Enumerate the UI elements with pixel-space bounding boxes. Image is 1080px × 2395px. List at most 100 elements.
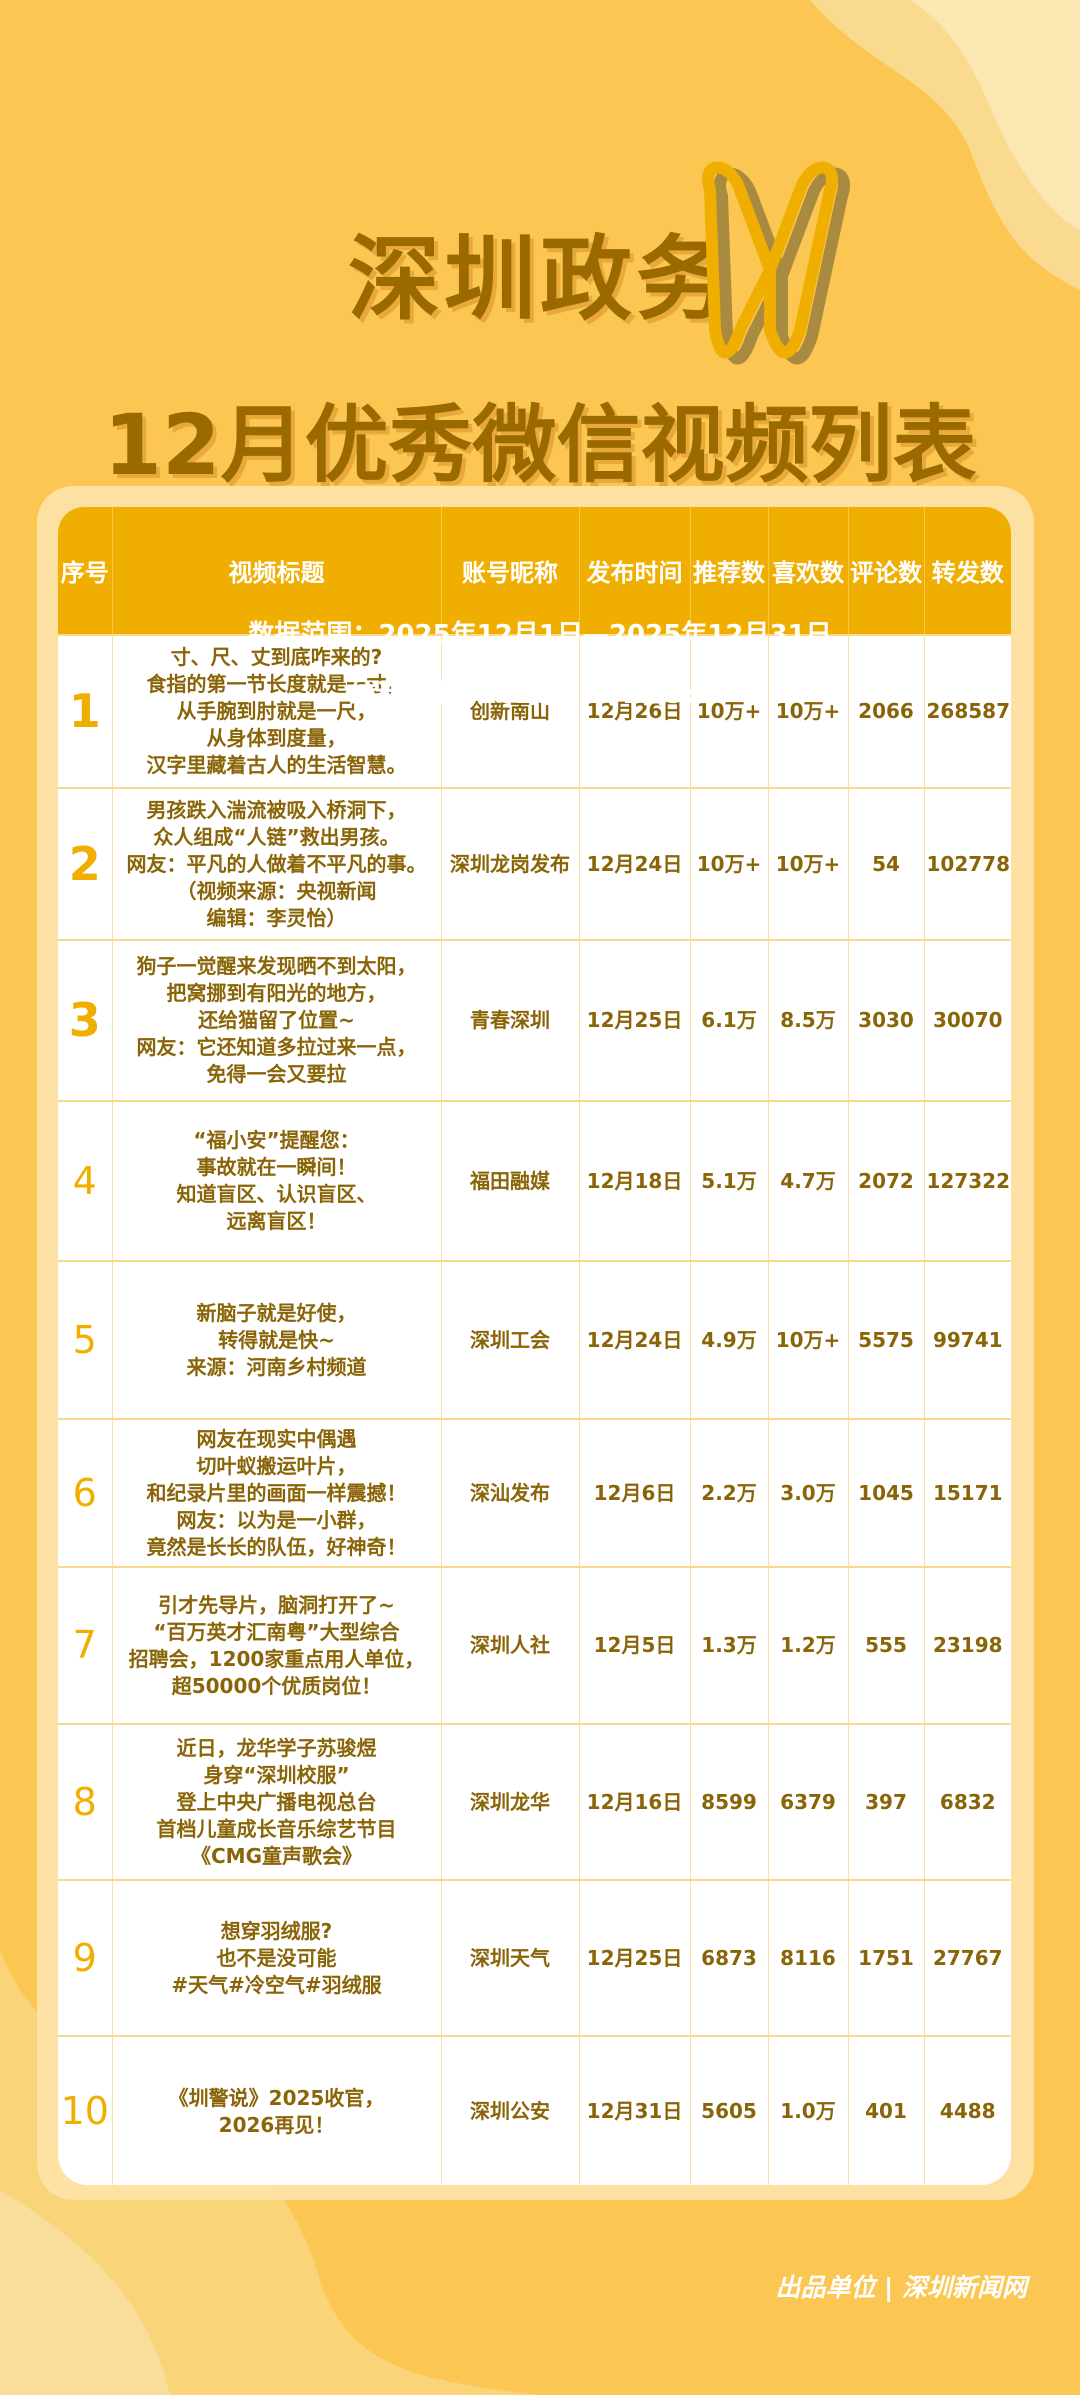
cell-seq: 9 bbox=[58, 1879, 112, 2036]
title-line2: 12月优秀微信视频列表 bbox=[103, 396, 977, 494]
cell-seq: 10 bbox=[58, 2035, 112, 2185]
column-header-date: 发布时间 bbox=[578, 507, 690, 635]
cell-comments: 54 bbox=[847, 787, 924, 940]
cell-recommend: 5.1万 bbox=[689, 1100, 768, 1261]
column-header-title: 视频标题 bbox=[111, 507, 441, 635]
cell-date: 12月24日 bbox=[578, 787, 690, 940]
cell-title: “福小安”提醒您： 事故就在一瞬间！ 知道盲区、认识盲区、 远离盲区！ bbox=[111, 1100, 441, 1261]
table-row: 3 狗子一觉醒来发现晒不到太阳， 把窝挪到有阳光的地方， 还给猫留了位置~ 网友：它还知… bbox=[58, 939, 1011, 1101]
cell-date: 12月25日 bbox=[578, 939, 690, 1101]
cell-account: 深圳龙岗发布 bbox=[440, 787, 579, 940]
cell-comments: 401 bbox=[847, 2035, 924, 2185]
cell-date: 12月5日 bbox=[578, 1566, 690, 1724]
cell-seq: 1 bbox=[58, 634, 112, 788]
cell-likes: 1.2万 bbox=[767, 1566, 848, 1724]
cell-seq: 6 bbox=[58, 1418, 112, 1567]
background-wave-top-right bbox=[810, 0, 1080, 290]
cell-comments: 5575 bbox=[847, 1260, 924, 1419]
cell-comments: 1751 bbox=[847, 1879, 924, 2036]
cell-title: 近日，龙华学子苏骏煜 身穿“深圳校服” 登上中央广播电视总台 首档儿童成长音乐综艺节目… bbox=[111, 1723, 441, 1880]
title-line: 男孩跌入湍流被吸入桥洞下， bbox=[146, 797, 407, 822]
producer-credit: 出品单位 | 深圳新闻网 bbox=[775, 2273, 1027, 2302]
cell-date: 12月18日 bbox=[578, 1100, 690, 1261]
cell-account: 深圳公安 bbox=[440, 2035, 579, 2185]
cell-title: 男孩跌入湍流被吸入桥洞下， 众人组成“人链”救出男孩。 网友：平凡的人做着不平凡的事… bbox=[111, 787, 441, 940]
title-line1: 深圳政务 bbox=[347, 226, 732, 333]
cell-likes: 8.5万 bbox=[767, 939, 848, 1101]
title-line: 引才先导片，脑洞打开了~ bbox=[158, 1592, 395, 1617]
cell-recommend: 10万+ bbox=[689, 634, 768, 788]
column-header-account: 账号昵称 bbox=[440, 507, 579, 635]
cell-likes: 4.7万 bbox=[767, 1100, 848, 1261]
title-line: 编辑：李灵怡） bbox=[206, 905, 347, 930]
cell-date: 12月16日 bbox=[578, 1723, 690, 1880]
title-line: 从手腕到肘就是一尺， bbox=[176, 699, 377, 723]
title-line: 切叶蚁搬运叶片， bbox=[196, 1453, 357, 1478]
cell-comments: 2066 bbox=[847, 634, 924, 788]
cell-title: 新脑子就是好使， 转得就是快~ 来源：河南乡村频道 bbox=[111, 1260, 441, 1419]
cell-shares: 15171 bbox=[923, 1418, 1011, 1567]
title-line: 远离盲区！ bbox=[226, 1209, 327, 1233]
column-header-seq: 序号 bbox=[58, 507, 112, 635]
cell-title: 想穿羽绒服? 也不是没可能 #天气#冷空气#羽绒服 bbox=[111, 1879, 441, 2036]
cell-title: 引才先导片，脑洞打开了~ “百万英才汇南粤”大型综合 招聘会，1200家重点用人单位… bbox=[111, 1566, 441, 1724]
cell-shares: 127322 bbox=[923, 1100, 1011, 1261]
cell-shares: 4488 bbox=[923, 2035, 1011, 2185]
table-row: 4 “福小安”提醒您： 事故就在一瞬间！ 知道盲区、认识盲区、 远离盲区！ 福田融媒 12月… bbox=[58, 1100, 1011, 1261]
cell-shares: 99741 bbox=[923, 1260, 1011, 1419]
cell-date: 12月31日 bbox=[578, 2035, 690, 2185]
title-line: 新脑子就是好使， bbox=[196, 1300, 357, 1325]
table-row: 7 引才先导片，脑洞打开了~ “百万英才汇南粤”大型综合 招聘会，1200家重点用人单… bbox=[58, 1566, 1011, 1724]
cell-account: 深圳工会 bbox=[440, 1260, 579, 1419]
title-line: 《圳警说》2025收官， bbox=[168, 2085, 385, 2110]
wechat-channels-icon bbox=[702, 161, 850, 365]
cell-likes: 10万+ bbox=[767, 787, 848, 940]
title-line: 把窝挪到有阳光的地方， bbox=[166, 981, 387, 1005]
cell-likes: 3.0万 bbox=[767, 1418, 848, 1567]
title-line: 想穿羽绒服? bbox=[220, 1918, 333, 1943]
cutoff-time: 统计截止：2026年1月1日9:00 bbox=[349, 680, 731, 710]
column-header-likes: 喜欢数 bbox=[767, 507, 848, 635]
cell-likes: 6379 bbox=[767, 1723, 848, 1880]
title-line: 竟然是长长的队伍，好神奇！ bbox=[146, 1534, 407, 1559]
cell-shares: 102778 bbox=[923, 787, 1011, 940]
cell-shares: 27767 bbox=[923, 1879, 1011, 2036]
cell-account: 青春深圳 bbox=[440, 939, 579, 1101]
title-line: 转得就是快~ bbox=[218, 1327, 335, 1352]
column-header-recommend: 推荐数 bbox=[689, 507, 768, 635]
cell-recommend: 1.3万 bbox=[689, 1566, 768, 1724]
title-line: 众人组成“人链”救出男孩。 bbox=[153, 824, 400, 849]
cell-title: 寸、尺、丈到底咋来的? 食指的第一节长度就是一寸， 从手腕到肘就是一尺， 从身体到度量… bbox=[111, 634, 441, 788]
title-line: 事故就在一瞬间！ bbox=[196, 1155, 357, 1179]
title-line: 超50000个优质岗位！ bbox=[171, 1673, 382, 1698]
cell-shares: 23198 bbox=[923, 1566, 1011, 1724]
title-line: “福小安”提醒您： bbox=[193, 1128, 360, 1152]
title-line: 《CMG童声歌会》 bbox=[191, 1843, 362, 1868]
cell-recommend: 6873 bbox=[689, 1879, 768, 2036]
title-line: 网友在现实中偶遇 bbox=[196, 1426, 357, 1451]
cell-seq: 7 bbox=[58, 1566, 112, 1724]
cell-account: 深圳龙华 bbox=[440, 1723, 579, 1880]
cell-account: 福田融媒 bbox=[440, 1100, 579, 1261]
title-line: 2026再见！ bbox=[218, 2112, 335, 2137]
cell-seq: 3 bbox=[58, 939, 112, 1101]
cell-likes: 8116 bbox=[767, 1879, 848, 2036]
cell-comments: 397 bbox=[847, 1723, 924, 1880]
cell-recommend: 2.2万 bbox=[689, 1418, 768, 1567]
cell-date: 12月6日 bbox=[578, 1418, 690, 1567]
cell-seq: 5 bbox=[58, 1260, 112, 1419]
title-line: 来源：河南乡村频道 bbox=[186, 1354, 367, 1379]
cell-account: 深圳人社 bbox=[440, 1566, 579, 1724]
cell-title: 《圳警说》2025收官， 2026再见！ bbox=[111, 2035, 441, 2185]
title-line: 近日，龙华学子苏骏煜 bbox=[176, 1735, 377, 1760]
cell-likes: 10万+ bbox=[767, 1260, 848, 1419]
cell-date: 12月26日 bbox=[578, 634, 690, 788]
cell-date: 12月24日 bbox=[578, 1260, 690, 1419]
title-line: 知道盲区、认识盲区、 bbox=[176, 1182, 377, 1206]
cell-date: 12月25日 bbox=[578, 1879, 690, 2036]
title-line: 网友：以为是一小群， bbox=[176, 1507, 377, 1532]
data-range: 数据范围：2025年12月1日—2025年12月31日 bbox=[248, 620, 832, 650]
cell-shares: 268587 bbox=[923, 634, 1011, 788]
cell-recommend: 6.1万 bbox=[689, 939, 768, 1101]
column-header-shares: 转发数 bbox=[923, 507, 1011, 635]
